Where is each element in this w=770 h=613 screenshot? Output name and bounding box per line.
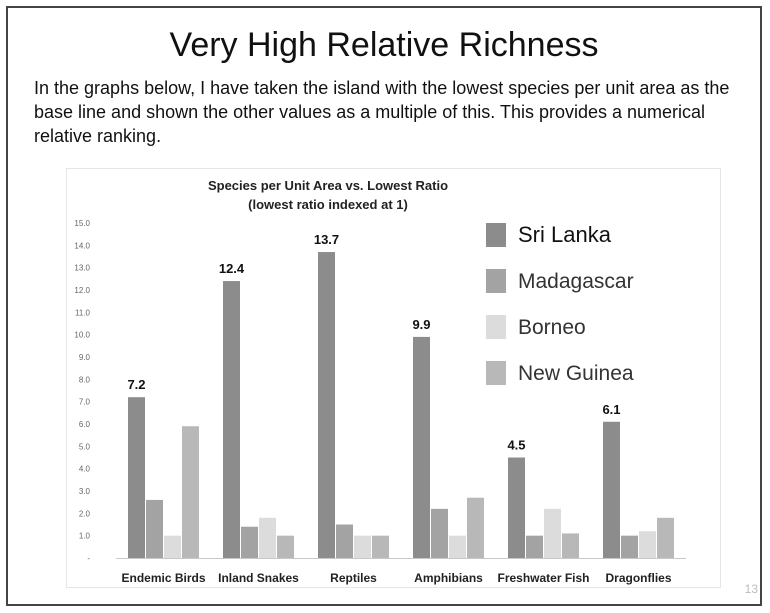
legend-label: New Guinea [518,362,634,385]
legend-swatch [486,361,506,385]
y-tick-label: - [87,554,90,563]
data-label: 9.9 [412,317,430,332]
data-label: 7.2 [127,377,145,392]
legend-swatch [486,223,506,247]
data-label: 4.5 [507,438,525,453]
bar [508,457,525,558]
category-label: Endemic Birds [121,571,205,585]
bar [526,535,543,558]
bar [413,336,430,558]
chart-subtitle: (lowest ratio indexed at 1) [248,197,408,212]
bar [449,535,466,558]
y-tick-label: 7.0 [79,398,91,407]
data-label: 12.4 [219,261,245,276]
bar [639,531,656,558]
bar [241,526,258,558]
bar [544,508,561,558]
y-tick-label: 10.0 [74,331,90,340]
chart-title: Species per Unit Area vs. Lowest Ratio [208,178,448,193]
bar [146,499,163,558]
legend-label: Borneo [518,316,586,339]
intro-text: In the graphs below, I have taken the is… [34,78,730,146]
x-axis: Endemic Birds Inland Snakes Reptiles Amphib… [116,558,686,585]
bar [354,535,371,558]
data-label: 13.7 [314,232,339,247]
category-label: Dragonflies [605,571,671,585]
bar [182,426,199,558]
legend: Sri Lanka Madagascar Borneo New Guinea [486,222,634,385]
y-tick-label: 6.0 [79,420,91,429]
y-tick-label: 8.0 [79,375,91,384]
bars [128,252,674,558]
value-labels: 7.2 12.4 13.7 9.9 4.5 6.1 [127,232,620,452]
y-axis: - 1.0 2.0 3.0 4.0 5.0 6.0 7.0 8.0 9.0 10.0 11.0 12.0… [74,219,90,563]
bar [621,535,638,558]
bar [372,535,389,558]
category-label: Freshwater Fish [497,571,589,585]
slide-title: Very High Relative Richness [169,26,599,64]
bar [467,497,484,558]
y-tick-label: 1.0 [79,532,91,541]
category-label: Amphibians [414,571,483,585]
y-tick-label: 11.0 [75,308,91,317]
category-label: Reptiles [330,571,377,585]
y-tick-label: 14.0 [74,241,90,250]
y-tick-label: 3.0 [79,487,91,496]
data-label: 6.1 [602,402,620,417]
bar [562,533,579,558]
bar [431,508,448,558]
legend-label: Madagascar [518,270,634,293]
bar [164,535,181,558]
legend-swatch [486,269,506,293]
y-tick-label: 2.0 [79,509,91,518]
y-tick-label: 9.0 [79,353,91,362]
legend-swatch [486,315,506,339]
y-tick-label: 15.0 [74,219,90,228]
bar [657,517,674,558]
category-label: Inland Snakes [218,571,299,585]
bar-chart: Species per Unit Area vs. Lowest Ratio (… [66,168,721,588]
y-tick-label: 4.0 [79,465,91,474]
bar [277,535,294,558]
y-tick-label: 12.0 [74,286,90,295]
bar [223,281,240,558]
page-number: 13 [744,582,758,596]
y-tick-label: 13.0 [74,264,90,273]
bar [603,421,620,558]
bar [128,397,145,558]
bar [318,252,335,558]
slide: Very High Relative Richness In the graph… [6,6,762,606]
bar [336,524,353,558]
bar [259,517,276,558]
legend-label: Sri Lanka [518,222,612,247]
y-tick-label: 5.0 [79,442,91,451]
